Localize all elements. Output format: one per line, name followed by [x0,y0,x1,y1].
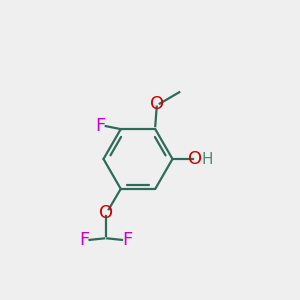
Text: F: F [95,117,106,135]
Text: O: O [99,204,113,222]
Text: O: O [150,94,164,112]
Text: F: F [122,231,133,249]
Text: F: F [79,231,89,249]
Text: O: O [188,150,202,168]
Text: H: H [201,152,213,166]
